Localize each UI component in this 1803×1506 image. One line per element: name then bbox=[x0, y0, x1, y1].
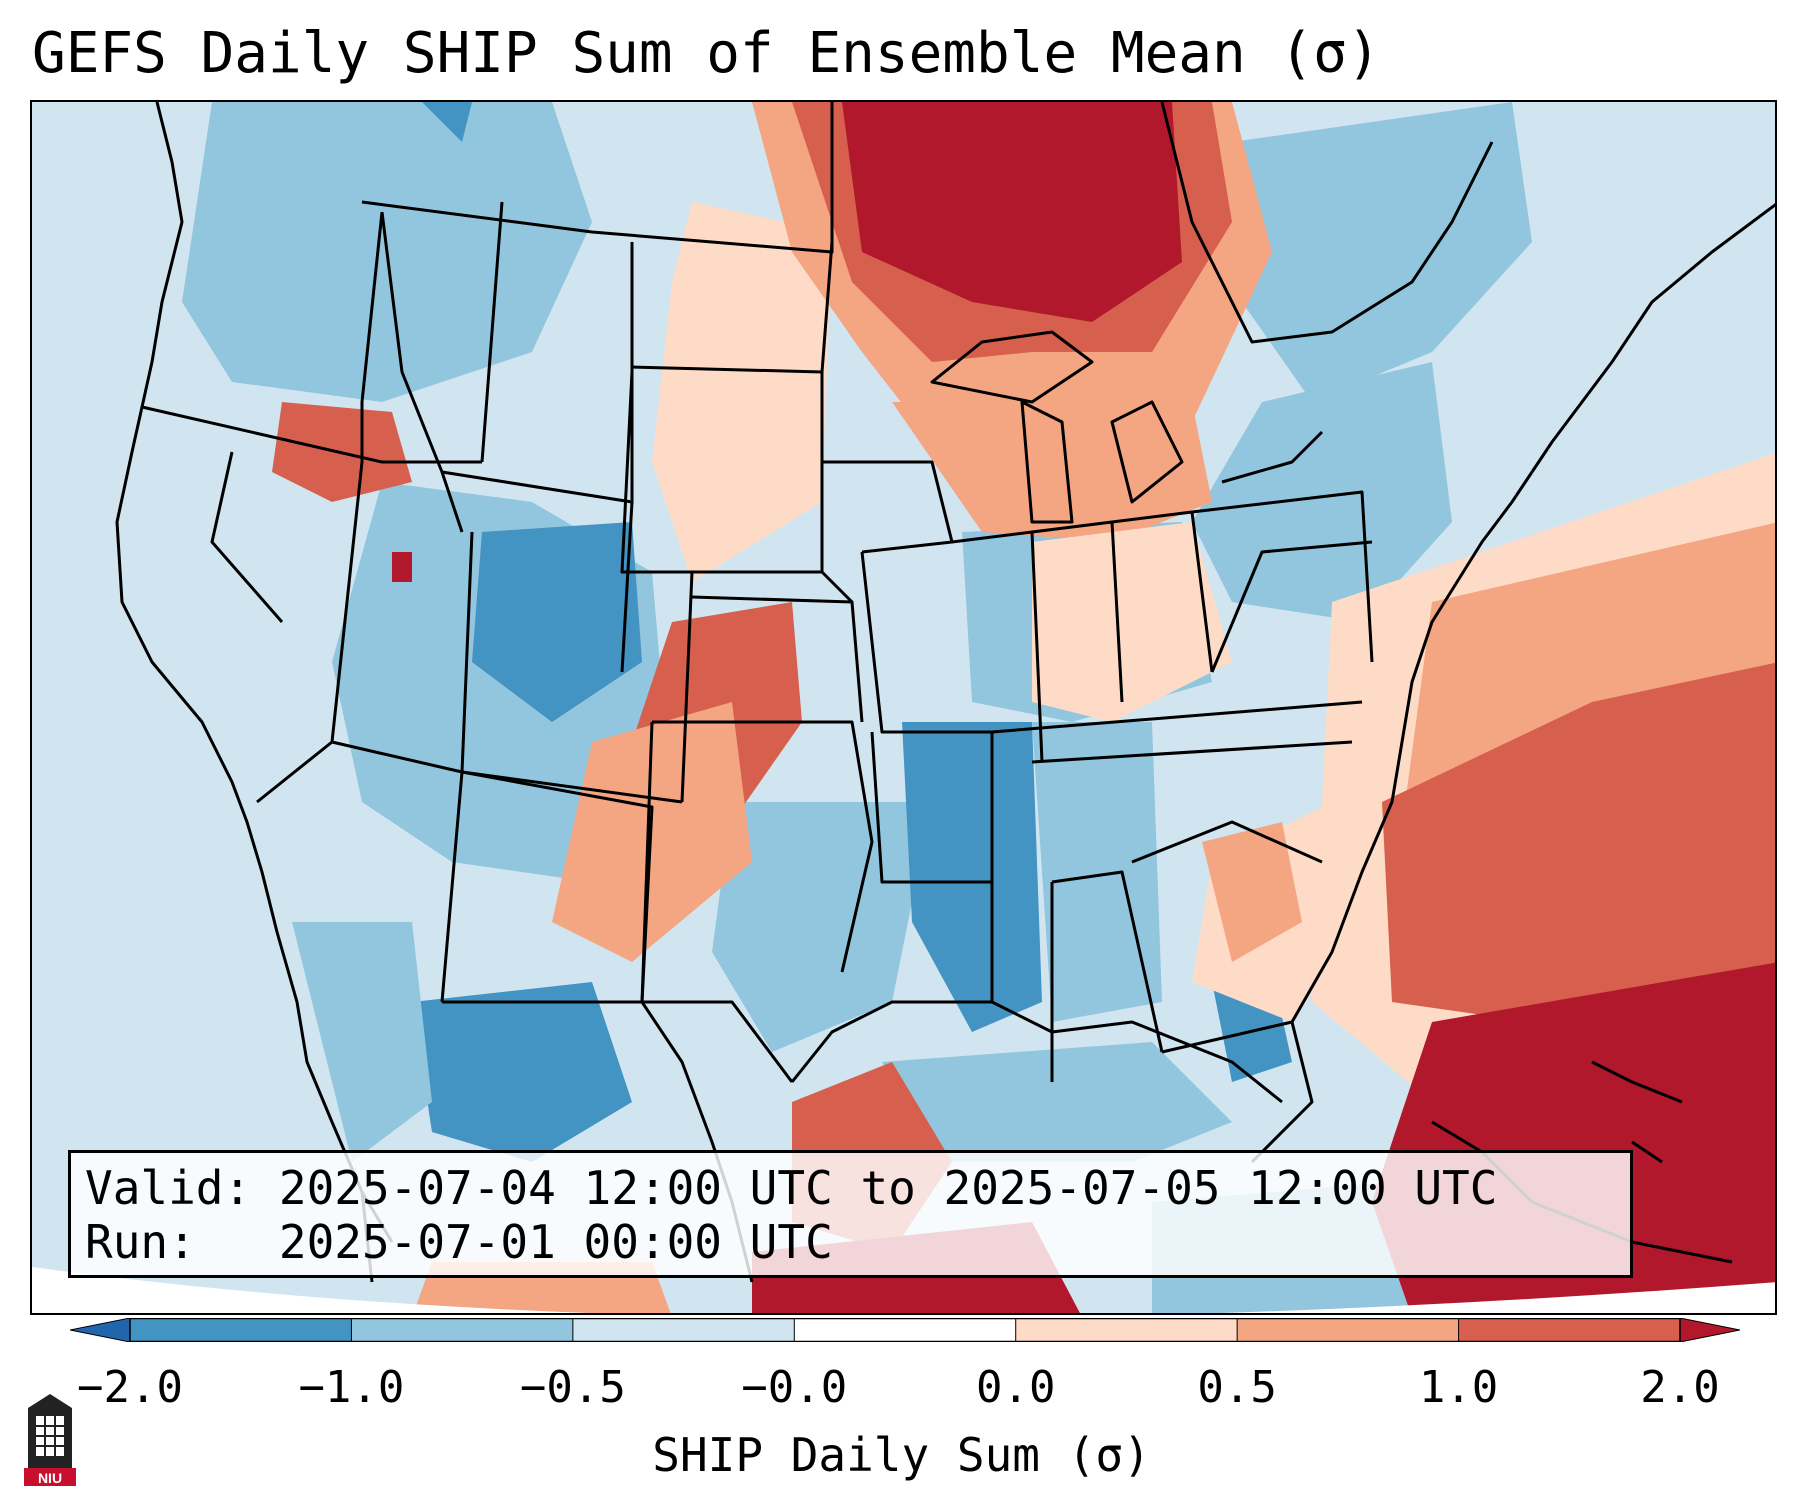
valid-value: 2025-07-04 12:00 UTC to 2025-07-05 12:00… bbox=[278, 1161, 1498, 1215]
run-value: 2025-07-01 00:00 UTC bbox=[278, 1215, 833, 1269]
colorbar-tick-label: −0.0 bbox=[741, 1362, 848, 1413]
anomaly-region bbox=[1192, 362, 1452, 622]
colorbar-tick-label: −2.0 bbox=[77, 1362, 183, 1413]
anomaly-region bbox=[842, 102, 1182, 322]
anomaly-field-map bbox=[32, 102, 1775, 1313]
colorbar-tick-label: 0.5 bbox=[1197, 1362, 1277, 1413]
anomaly-region bbox=[712, 802, 932, 1052]
anomaly-region bbox=[902, 722, 1042, 1032]
anomaly-region bbox=[472, 522, 642, 722]
colorbar-bin bbox=[130, 1318, 352, 1342]
colorbar-bin bbox=[1458, 1318, 1680, 1342]
anomaly-region bbox=[1202, 822, 1302, 962]
anomaly-region bbox=[892, 402, 1212, 542]
colorbar-bin bbox=[1237, 1318, 1459, 1342]
colorbar-tick-label: −1.0 bbox=[298, 1362, 405, 1413]
colorbar-tick-label: 0.0 bbox=[975, 1362, 1056, 1413]
colorbar-bin bbox=[351, 1318, 573, 1342]
colorbar-over-triangle bbox=[1679, 1318, 1740, 1342]
colorbar-bin bbox=[794, 1318, 1016, 1342]
anomaly-region bbox=[1382, 662, 1775, 1022]
colorbar-bin bbox=[1015, 1318, 1238, 1342]
colorbar-tick-label: −0.5 bbox=[519, 1362, 626, 1413]
anomaly-region bbox=[422, 102, 472, 142]
anomaly-region bbox=[412, 982, 632, 1162]
niu-tower-icon: NIU bbox=[24, 1394, 76, 1486]
colorbar bbox=[70, 1318, 1740, 1342]
colorbar-label: SHIP Daily Sum (σ) bbox=[652, 1428, 1151, 1482]
validity-info-box: Valid: 2025-07-04 12:00 UTC to 2025-07-0… bbox=[68, 1150, 1633, 1278]
anomaly-region bbox=[1232, 102, 1532, 402]
colorbar-tick-label: 2.0 bbox=[1640, 1362, 1720, 1413]
anomaly-field bbox=[182, 102, 1775, 1313]
anomaly-region bbox=[392, 552, 412, 582]
run-label: Run: bbox=[85, 1215, 196, 1269]
colorbar-bin bbox=[572, 1318, 795, 1342]
colorbar-under-triangle bbox=[70, 1318, 131, 1342]
unmapped-area bbox=[32, 1267, 1775, 1313]
anomaly-region bbox=[292, 922, 432, 1162]
map-title: GEFS Daily SHIP Sum of Ensemble Mean (σ) bbox=[32, 21, 1381, 86]
state-boundaries bbox=[115, 102, 1775, 1283]
colorbar-tick-label: 1.0 bbox=[1418, 1362, 1499, 1413]
valid-label: Valid: bbox=[85, 1161, 252, 1215]
anomaly-region bbox=[882, 1042, 1232, 1162]
logo-text: NIU bbox=[38, 1470, 62, 1486]
map-panel[interactable] bbox=[30, 100, 1777, 1315]
logo-badge bbox=[24, 1468, 76, 1486]
anomaly-region bbox=[1032, 722, 1162, 1022]
anomaly-region bbox=[652, 202, 832, 582]
anomaly-region bbox=[1032, 522, 1232, 722]
